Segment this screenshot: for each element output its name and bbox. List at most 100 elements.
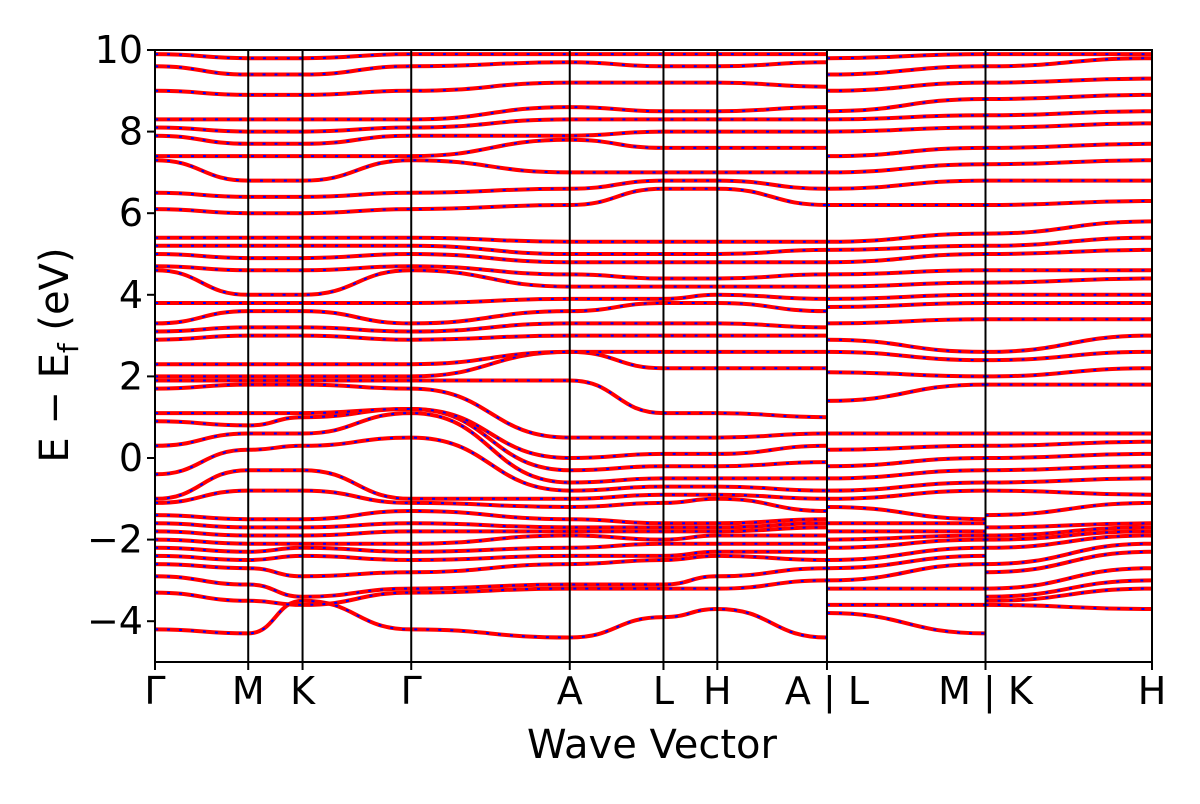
band-line-solid-28-seg0 xyxy=(155,235,827,244)
band-line-dashed-5-seg1 xyxy=(826,546,986,561)
band-line-solid-26-seg0 xyxy=(154,251,827,265)
band-line-solid-11-seg0 xyxy=(154,468,828,501)
band-line-dashed-31-seg1 xyxy=(826,163,986,174)
band-line-solid-30-seg0 xyxy=(154,178,828,199)
band-line-dashed-27-seg2 xyxy=(985,236,1153,247)
band-line-solid-21-seg0 xyxy=(154,321,828,334)
band-line-dashed-27-seg1 xyxy=(826,244,986,251)
band-line-dashed-36-seg2 xyxy=(985,77,1153,84)
band-line-dashed-11-seg2 xyxy=(985,489,1153,496)
band-line-dashed-13-seg1 xyxy=(826,469,986,480)
plot-frame xyxy=(154,49,1153,663)
band-line-dashed-24-seg2 xyxy=(985,277,1153,284)
band-line-dashed-36-seg1 xyxy=(826,81,986,92)
band-line-dashed-4-seg2 xyxy=(985,550,1153,574)
y-axis-title-subscript: f xyxy=(52,342,85,353)
y-axis-title-main: E − E xyxy=(32,353,78,463)
band-line-solid-15-seg0 xyxy=(155,406,828,461)
band-line-solid-9-seg0 xyxy=(154,508,828,526)
band-line-solid-23-seg0 xyxy=(155,292,828,306)
band-line-dashed-6-seg1 xyxy=(826,538,986,549)
band-line-dashed-30-seg1 xyxy=(826,179,986,190)
band-line-dashed-2-seg0 xyxy=(154,567,828,598)
band-line-dashed-24-seg0 xyxy=(154,269,827,296)
band-line-solid-31-seg0 xyxy=(154,158,827,183)
band-line-solid-0-seg1 xyxy=(826,611,986,636)
band-line-dashed-18-seg2 xyxy=(985,367,1153,378)
band-line-solid-13-seg1 xyxy=(826,468,986,481)
band-line-solid-30-seg1 xyxy=(826,178,986,191)
band-line-solid-31-seg1 xyxy=(826,162,986,175)
band-line-dashed-1-seg0 xyxy=(154,579,828,606)
band-line-solid-19-seg0 xyxy=(155,349,827,367)
band-line-solid-37-seg1 xyxy=(826,64,986,77)
band-line-dashed-24-seg1 xyxy=(826,281,986,288)
band-line-dashed-33-seg2 xyxy=(985,122,1153,129)
band-line-dashed-4-seg1 xyxy=(826,554,986,570)
band-line-solid-14-seg1 xyxy=(826,456,986,469)
band-line-solid-20-seg2 xyxy=(985,333,1153,354)
band-line-dashed-7-seg2 xyxy=(985,530,1153,541)
band-line-solid-0-seg0 xyxy=(154,598,828,640)
band-line-dashed-17-seg0 xyxy=(155,379,828,419)
band-line-dashed-8-seg2 xyxy=(985,526,1153,537)
y-tick-label: 4 xyxy=(119,273,143,317)
x-tick-label: M xyxy=(232,669,265,713)
band-line-dashed-3-seg2 xyxy=(985,567,1153,590)
band-line-dashed-18-seg1 xyxy=(826,371,986,378)
band-line-dashed-35-seg1 xyxy=(826,98,986,113)
band-line-dashed-9-seg0 xyxy=(154,509,828,525)
band-line-solid-16-seg0 xyxy=(154,382,828,440)
band-line-dashed-34-seg2 xyxy=(985,110,1153,117)
x-tick-label: K xyxy=(290,669,316,713)
band-line-solid-18-seg0 xyxy=(155,349,827,379)
band-line-dashed-37-seg0 xyxy=(154,61,828,76)
band-line-solid-38-seg0 xyxy=(154,52,827,61)
band-line-solid-32-seg0 xyxy=(155,137,827,159)
band-line-dashed-28-seg2 xyxy=(985,220,1153,235)
band-line-dashed-26-seg2 xyxy=(985,248,1153,255)
svg-text:E − Ef (eV): E − Ef (eV) xyxy=(32,247,85,462)
band-line-dashed-1-seg2 xyxy=(985,587,1153,602)
band-line-dashed-3-seg1 xyxy=(826,563,986,582)
y-tick-label: 10 xyxy=(95,28,143,72)
band-line-dashed-21-seg1 xyxy=(826,318,986,325)
y-tick-label: 2 xyxy=(119,354,143,398)
band-line-dashed-29-seg2 xyxy=(985,200,1153,206)
band-line-solid-32-seg1 xyxy=(826,145,986,159)
band-line-solid-4-seg0 xyxy=(154,549,827,563)
x-tick-label: L xyxy=(653,669,674,713)
band-line-dashed-22-seg1 xyxy=(826,302,986,308)
band-line-solid-24-seg0 xyxy=(154,268,827,297)
band-line-solid-8-seg0 xyxy=(154,521,828,530)
band-line-dashed-15-seg2 xyxy=(985,440,1153,447)
band-line-dashed-10-seg1 xyxy=(826,506,986,521)
x-tick-label: M | K xyxy=(938,669,1034,714)
band-line-dashed-19-seg1 xyxy=(826,350,986,362)
band-line-dashed-35-seg2 xyxy=(985,93,1153,100)
band-line-solid-20-seg1 xyxy=(826,337,986,354)
band-line-dashed-34-seg1 xyxy=(826,114,986,121)
x-tick-label: A | L xyxy=(785,669,869,714)
band-line-dashed-12-seg1 xyxy=(826,481,986,492)
band-line-dashed-32-seg1 xyxy=(826,146,986,158)
y-tick-label: 0 xyxy=(119,436,143,480)
band-line-dashed-14-seg2 xyxy=(985,452,1153,459)
band-line-solid-7-seg0 xyxy=(154,525,828,538)
band-line-solid-28-seg1 xyxy=(826,231,986,244)
band-line-solid-6-seg0 xyxy=(154,533,827,546)
band-line-dashed-3-seg0 xyxy=(154,554,828,578)
band-line-dashed-13-seg0 xyxy=(154,412,827,484)
band-line-dashed-12-seg2 xyxy=(985,477,1153,484)
band-line-solid-35-seg1 xyxy=(826,97,986,114)
band-line-dashed-26-seg1 xyxy=(826,253,986,264)
band-line-dashed-25-seg1 xyxy=(826,269,986,276)
band-line-dashed-28-seg1 xyxy=(826,232,986,243)
y-axis-title-suffix: (eV) xyxy=(32,247,78,343)
x-tick-label: A xyxy=(557,669,583,713)
y-tick-label: 8 xyxy=(119,110,143,154)
band-line-solid-12-seg0 xyxy=(154,435,828,493)
